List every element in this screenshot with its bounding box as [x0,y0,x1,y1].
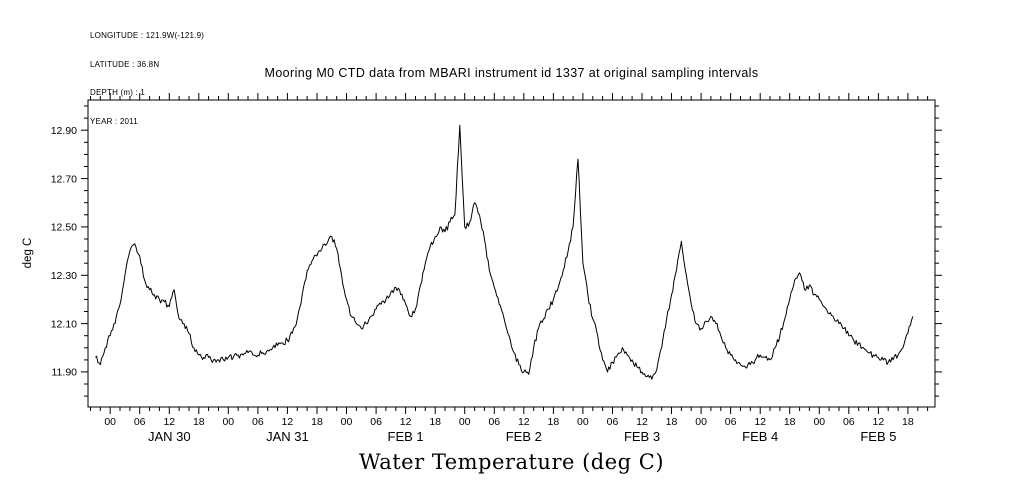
meta-latitude: LATITUDE : 36.8N [90,59,160,69]
svg-text:12: 12 [873,416,885,428]
x-day-labels: JAN 30 JAN 31 FEB 1 FEB 2 FEB 3 FEB 4 FEB 5 [148,429,896,444]
svg-text:12: 12 [636,416,648,428]
meta-year: YEAR : 2011 [90,116,138,126]
temperature-series-line [95,124,914,380]
svg-text:12: 12 [518,416,530,428]
y-axis-ticks [81,105,942,397]
meta-longitude: LONGITUDE : 121.9W(-121.9) [90,31,205,40]
svg-text:12: 12 [163,416,175,428]
svg-text:12.90: 12.90 [51,125,77,137]
svg-text:FEB 3: FEB 3 [624,429,660,444]
svg-text:12: 12 [400,416,412,428]
svg-text:12: 12 [282,416,294,428]
svg-text:11.90: 11.90 [52,367,78,379]
svg-text:18: 18 [902,416,914,428]
y-tick-labels: 11.90 12.10 12.30 12.50 12.70 12.90 [51,125,77,379]
header-metadata: LONGITUDE : 121.9W(-121.9) LATITUDE : 36… [90,12,204,145]
svg-text:06: 06 [607,416,619,428]
svg-text:12.70: 12.70 [51,173,77,185]
svg-text:12: 12 [754,416,766,428]
svg-text:06: 06 [843,416,855,428]
svg-text:FEB 1: FEB 1 [388,429,424,444]
svg-text:18: 18 [429,416,441,428]
svg-text:06: 06 [252,416,264,428]
svg-text:06: 06 [725,416,737,428]
svg-text:18: 18 [784,416,796,428]
svg-text:06: 06 [370,416,382,428]
chart-title: Mooring M0 CTD data from MBARI instrumen… [264,66,759,80]
svg-text:18: 18 [311,416,323,428]
svg-text:00: 00 [459,416,471,428]
svg-text:00: 00 [341,416,353,428]
svg-text:FEB 4: FEB 4 [742,429,778,444]
svg-text:JAN 31: JAN 31 [266,429,309,444]
svg-text:FEB 5: FEB 5 [860,429,896,444]
svg-text:JAN 30: JAN 30 [148,429,191,444]
meta-depth: DEPTH (m) : 1 [90,88,146,97]
plot-frame [87,99,936,408]
svg-text:00: 00 [577,416,589,428]
svg-text:00: 00 [813,416,825,428]
svg-text:12.50: 12.50 [51,222,77,234]
svg-text:12.30: 12.30 [51,270,77,282]
x-hour-tick-labels: 00 06 12 18 00 06 12 18 00 06 12 18 00 06 12 18 00 06 12 18… [104,416,914,428]
svg-text:FEB 2: FEB 2 [506,429,542,444]
x-axis-ticks [90,93,929,414]
svg-text:00: 00 [104,416,116,428]
svg-text:18: 18 [548,416,560,428]
svg-text:00: 00 [695,416,707,428]
x-axis-title: Water Temperature (deg C) [358,450,665,474]
svg-text:18: 18 [666,416,678,428]
svg-text:06: 06 [488,416,500,428]
svg-text:00: 00 [222,416,234,428]
svg-text:18: 18 [193,416,205,428]
svg-text:12.10: 12.10 [51,318,77,330]
svg-text:06: 06 [134,416,146,428]
